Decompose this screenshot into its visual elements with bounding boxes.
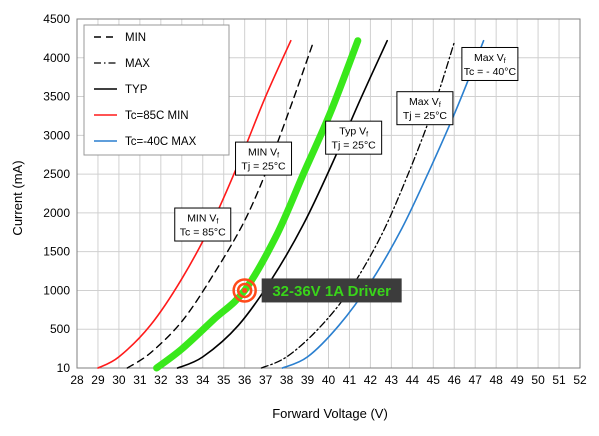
- annotation-title-sub: f: [504, 58, 506, 65]
- annotation-title-sub: f: [366, 132, 368, 139]
- y-tick-label: 4500: [43, 12, 70, 26]
- y-tick-label: 3500: [43, 90, 70, 104]
- x-tick-label: 44: [406, 373, 420, 387]
- annotation-title-main: Max V: [409, 96, 439, 108]
- x-tick-label: 52: [573, 373, 587, 387]
- plot-border: [76, 18, 581, 369]
- annotation-condition: Tj = 25°C: [403, 110, 448, 122]
- annotation-frame: [174, 207, 232, 242]
- x-tick-label: 41: [343, 373, 357, 387]
- x-tick-label: 49: [510, 373, 524, 387]
- x-tick-label: 39: [301, 373, 315, 387]
- annotation-title-main: MIN V: [248, 147, 277, 159]
- x-tick-label: 36: [238, 373, 252, 387]
- annotation-title: Max Vf: [409, 96, 441, 109]
- x-tick-label: 33: [175, 373, 189, 387]
- y-axis-title: Current (mA): [10, 160, 25, 235]
- tick-labels: 28 29 30 31 32 33 34 35 36 37 38 39 40 41 42 43 44 45 46 47…: [43, 12, 587, 387]
- x-tick-label: 50: [531, 373, 545, 387]
- annotation-title-sub: f: [216, 219, 218, 226]
- x-tick-label: 28: [70, 373, 84, 387]
- legend-label: Tc=-40C MAX: [125, 136, 197, 148]
- x-tick-label: 34: [196, 373, 210, 387]
- y-tick-label: 3000: [43, 128, 70, 142]
- x-tick-label: 31: [133, 373, 147, 387]
- x-tick-label: 48: [489, 373, 503, 387]
- series-line-tc-40c-max: [281, 39, 485, 369]
- annotation-title-main: MIN V: [187, 213, 216, 225]
- x-tick-label: 43: [385, 373, 399, 387]
- legend: MIN MAX TYP Tc=85C MIN Tc=-40C MAX: [83, 24, 230, 156]
- x-axis-title: Forward Voltage (V): [272, 406, 388, 421]
- annotation-frame: [396, 91, 454, 126]
- x-tick-label: 38: [280, 373, 294, 387]
- annotation-condition: Tc = - 40°C: [464, 66, 517, 78]
- annotation-frame: [235, 141, 293, 176]
- series-line-driver-range: [153, 37, 362, 372]
- x-tick-label: 40: [322, 373, 336, 387]
- x-tick-label: 30: [112, 373, 126, 387]
- annotation-title: MIN Vf: [187, 213, 218, 226]
- x-tick-label: 45: [427, 373, 441, 387]
- annotation-title: Max Vf: [474, 52, 506, 65]
- x-tick-label: 46: [448, 373, 462, 387]
- annotation-title: Typ Vf: [339, 126, 368, 139]
- annotation-title-main: Typ V: [339, 126, 366, 138]
- series-line-tc-85c-min: [97, 39, 292, 369]
- y-tick-label: 4000: [43, 51, 70, 65]
- annotation-frame: [325, 120, 383, 155]
- callout-box: [261, 278, 402, 303]
- x-tick-label: 47: [469, 373, 483, 387]
- y-tick-label: 10: [57, 361, 71, 375]
- legend-label: Tc=85C MIN: [125, 110, 189, 122]
- x-tick-label: 35: [217, 373, 231, 387]
- y-tick-label: 2000: [43, 206, 70, 220]
- callout-label: 32-36V 1A Driver: [272, 283, 391, 300]
- legend-label: TYP: [125, 84, 148, 96]
- legend-label: MAX: [125, 58, 150, 70]
- y-tick-label: 2500: [43, 167, 70, 181]
- x-tick-label: 51: [552, 373, 566, 387]
- series-line-min: [126, 40, 315, 369]
- y-tick-label: 1500: [43, 245, 70, 259]
- series-layer: [97, 37, 485, 372]
- annotation-title-main: Max V: [474, 52, 504, 64]
- annotation-title-sub: f: [439, 102, 441, 109]
- legend-label: MIN: [125, 32, 146, 44]
- target-dot: [242, 287, 248, 293]
- plot-frame: [76, 18, 581, 369]
- x-tick-label: 29: [91, 373, 105, 387]
- annotation-condition: Tj = 25°C: [241, 161, 286, 173]
- annotation-condition: Tj = 25°C: [332, 140, 377, 152]
- x-tick-label: 32: [154, 373, 168, 387]
- operating-point: 32-36V 1A Driver: [232, 278, 402, 303]
- annotation-title: MIN Vf: [248, 147, 279, 160]
- annotation-title-sub: f: [277, 153, 279, 160]
- x-tick-label: 42: [364, 373, 378, 387]
- x-tick-label: 37: [259, 373, 273, 387]
- annotation-condition: Tc = 85°C: [180, 227, 226, 239]
- annotation-frame: [461, 46, 519, 81]
- legend-box: [83, 24, 230, 156]
- target-ring-inner: [236, 282, 253, 299]
- y-tick-label: 1000: [43, 283, 70, 297]
- series-line-typ: [176, 39, 388, 369]
- y-tick-label: 500: [50, 322, 70, 336]
- target-ring-outer: [232, 278, 257, 303]
